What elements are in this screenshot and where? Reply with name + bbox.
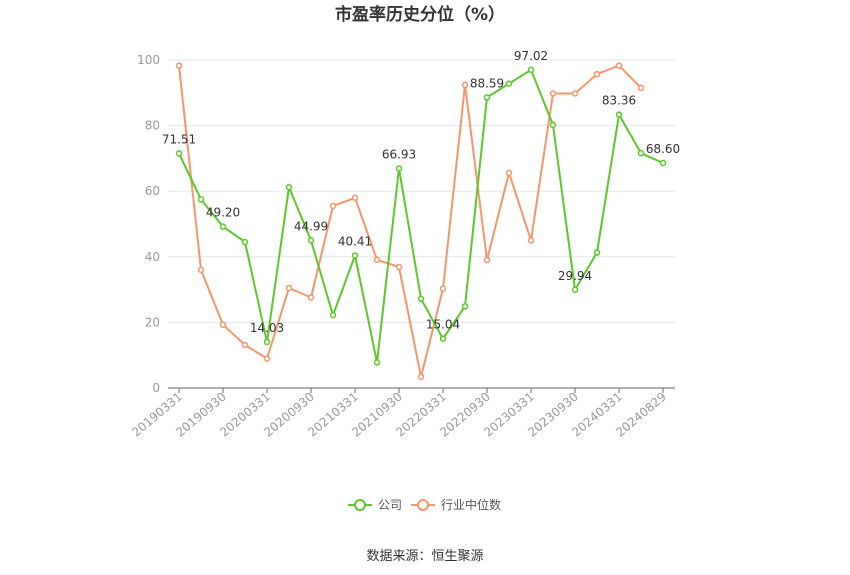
y-tick-label: 20 [145,315,160,329]
data-point [373,359,381,366]
data-point [571,286,579,294]
data-point [241,341,249,349]
data-point [439,335,447,342]
series-line-1 [178,64,642,378]
series-line-0 [178,68,664,364]
data-point [351,252,359,259]
data-point [615,62,623,69]
data-point [527,66,535,74]
data-point [461,303,469,310]
data-point [263,338,271,346]
data-point [241,238,249,246]
data-point [395,263,403,271]
data-point [637,84,645,92]
data-point [197,196,205,203]
source-note: 数据来源：恒生聚源 [366,549,483,564]
legend-label: 行业中位数 [441,497,501,512]
data-label: 68.60 [646,142,680,156]
data-point [395,165,403,172]
data-point [483,256,491,264]
data-label: 88.59 [470,76,504,90]
data-label: 66.93 [382,147,416,161]
data-label: 83.36 [602,94,636,108]
data-point [417,295,425,303]
legend-label: 公司 [378,498,402,512]
legend-swatch-marker [417,499,429,511]
data-point [593,249,601,256]
data-point [527,237,535,244]
chart-title: 市盈率历史分位（%） [335,4,505,25]
data-point [505,80,513,87]
data-point [549,121,557,129]
data-point [329,202,337,210]
data-point [219,321,227,328]
data-point [659,159,667,167]
y-tick-label: 40 [145,250,160,264]
y-tick-label: 100 [137,53,160,67]
y-axis: 0 20 40 60 80 100 [137,53,160,395]
data-point [197,266,205,274]
data-point [549,90,557,97]
data-point [461,81,469,89]
data-point [439,285,447,292]
data-point [505,169,513,177]
data-point [637,149,645,157]
data-point [351,194,359,202]
data-label: 40.41 [338,234,372,248]
data-point [285,184,293,191]
data-point [593,70,601,78]
data-point [307,237,315,244]
data-label: 97.02 [514,49,548,63]
data-label: 15.04 [426,318,460,332]
data-point [571,90,579,97]
data-point [373,256,381,264]
data-label: 44.99 [294,219,328,233]
data-point [483,94,491,101]
y-tick-label: 0 [152,381,160,395]
data-label: 29.94 [558,269,592,283]
legend-swatch-marker [354,499,366,511]
data-point [219,223,227,230]
data-point [263,355,271,362]
grid-lines [168,59,675,323]
data-label: 49.20 [206,206,240,220]
data-label: 71.51 [162,132,196,146]
y-tick-label: 80 [145,119,160,133]
x-axis: 2019033120190930202003312020093020210331… [129,387,675,440]
data-point [175,62,183,69]
legend: 公司 行业中位数 [348,497,501,512]
data-point [175,150,183,157]
data-point [285,284,293,292]
plot-area: 71.51 49.20 14.03 44.99 40.41 66.93 15.04 88.59… [162,49,680,381]
data-point [307,294,315,301]
data-label: 14.03 [250,321,284,335]
data-point [417,373,425,381]
data-point [615,111,623,118]
data-point [329,311,337,319]
y-tick-label: 60 [145,184,160,198]
